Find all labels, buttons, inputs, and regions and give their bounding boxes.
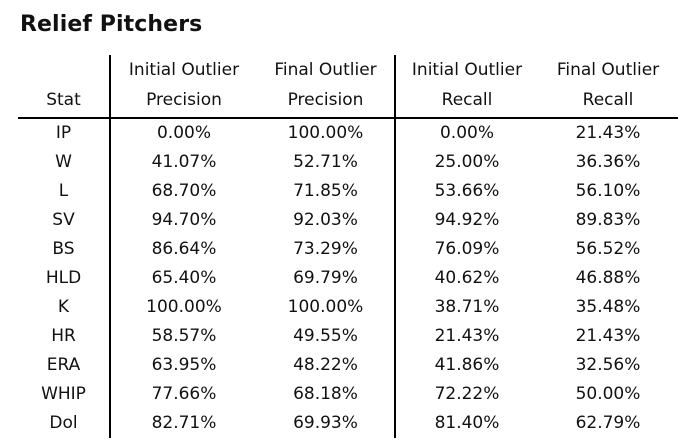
cell-final-recall: 21.43% — [538, 117, 678, 148]
cell-final-recall: 35.48% — [575, 297, 641, 317]
header-initial-precision-line1: Initial Outlier — [128, 60, 240, 80]
cell-final-precision: 52.71% — [257, 148, 396, 177]
cell-initial-precision: 86.64% — [151, 239, 217, 259]
header-stat: Stat — [18, 85, 111, 118]
cell-initial-precision: 65.40% — [151, 268, 217, 288]
header-row-2: Stat Precision Precision Recall Recall — [18, 85, 678, 118]
cell-initial-precision: 0.00% — [110, 117, 257, 148]
cell-final-precision: 69.79% — [257, 264, 396, 293]
cell-initial-precision: 41.07% — [151, 152, 217, 172]
cell-final-recall: 56.10% — [575, 181, 641, 201]
cell-stat: Dol — [18, 409, 111, 438]
cell-initial-precision: 94.70% — [151, 210, 217, 230]
header-initial-recall-line1: Initial Outlier — [411, 60, 523, 80]
cell-stat: WHIP — [18, 380, 111, 409]
table-header: Initial Outlier Final Outlier Initial Ou… — [18, 55, 678, 118]
cell-initial-recall: 94.92% — [434, 210, 500, 230]
cell-initial-recall: 21.43% — [434, 326, 500, 346]
cell-initial-recall: 40.62% — [434, 268, 500, 288]
table-row: Dol 82.71% 69.93% 81.40% 62.79% — [18, 409, 678, 438]
cell-final-precision: 68.18% — [257, 380, 396, 409]
cell-final-precision: 49.55% — [257, 322, 396, 351]
cell-stat: HR — [18, 322, 111, 351]
cell-final-precision: 71.85% — [257, 177, 396, 206]
cell-final-precision: 73.29% — [257, 235, 396, 264]
cell-final-precision: 92.03% — [257, 206, 396, 235]
cell-stat: K — [18, 293, 111, 322]
cell-initial-recall: 81.40% — [434, 413, 500, 433]
cell-stat: L — [18, 177, 111, 206]
cell-final-recall: 89.83% — [575, 210, 641, 230]
header-final-precision-line2: Precision — [257, 85, 396, 118]
cell-initial-precision: 82.71% — [151, 413, 217, 433]
cell-final-recall: 32.56% — [575, 355, 641, 375]
table-row: W 41.07% 52.71% 25.00% 36.36% — [18, 148, 678, 177]
cell-initial-recall: 53.66% — [434, 181, 500, 201]
cell-initial-recall: 72.22% — [434, 384, 500, 404]
cell-final-recall: 21.43% — [575, 326, 641, 346]
header-initial-precision-line2: Precision — [146, 90, 222, 110]
table-row: WHIP 77.66% 68.18% 72.22% 50.00% — [18, 380, 678, 409]
cell-initial-recall: 0.00% — [395, 117, 538, 148]
cell-stat: ERA — [18, 351, 111, 380]
table-row: SV 94.70% 92.03% 94.92% 89.83% — [18, 206, 678, 235]
header-final-precision-line1: Final Outlier — [257, 55, 396, 85]
cell-final-precision: 100.00% — [257, 117, 396, 148]
cell-stat: SV — [18, 206, 111, 235]
cell-final-recall: 62.79% — [575, 413, 641, 433]
cell-initial-precision: 77.66% — [151, 384, 217, 404]
cell-initial-recall: 25.00% — [434, 152, 500, 172]
header-initial-recall-line2: Recall — [441, 90, 493, 110]
cell-final-precision: 69.93% — [257, 409, 396, 438]
cell-stat: BS — [18, 235, 111, 264]
table-row: HLD 65.40% 69.79% 40.62% 46.88% — [18, 264, 678, 293]
cell-final-precision: 100.00% — [257, 293, 396, 322]
cell-stat: W — [18, 148, 111, 177]
table-row: L 68.70% 71.85% 53.66% 56.10% — [18, 177, 678, 206]
relief-pitchers-table: Initial Outlier Final Outlier Initial Ou… — [18, 55, 678, 438]
cell-final-recall: 50.00% — [575, 384, 641, 404]
cell-initial-recall: 41.86% — [434, 355, 500, 375]
header-final-recall-line1: Final Outlier — [556, 60, 660, 80]
table-row: ERA 63.95% 48.22% 41.86% 32.56% — [18, 351, 678, 380]
header-final-recall-line2: Recall — [582, 90, 634, 110]
cell-initial-recall: 76.09% — [434, 239, 500, 259]
cell-final-recall: 56.52% — [575, 239, 641, 259]
cell-stat: IP — [18, 117, 111, 148]
table-row: K 100.00% 100.00% 38.71% 35.48% — [18, 293, 678, 322]
cell-initial-recall: 38.71% — [434, 297, 500, 317]
cell-initial-precision: 63.95% — [151, 355, 217, 375]
cell-final-precision: 48.22% — [257, 351, 396, 380]
cell-final-recall: 36.36% — [575, 152, 641, 172]
cell-initial-precision: 58.57% — [151, 326, 217, 346]
cell-stat: HLD — [18, 264, 111, 293]
cell-initial-precision: 68.70% — [151, 181, 217, 201]
cell-final-recall: 46.88% — [575, 268, 641, 288]
table-title: Relief Pitchers — [20, 12, 203, 37]
header-row-1: Initial Outlier Final Outlier Initial Ou… — [18, 55, 678, 85]
table-row: BS 86.64% 73.29% 76.09% 56.52% — [18, 235, 678, 264]
header-stat-top — [18, 55, 111, 85]
table-body: IP 0.00% 100.00% 0.00% 21.43% W 41.07% 5… — [18, 117, 678, 438]
cell-initial-precision: 100.00% — [146, 297, 222, 317]
table-row: HR 58.57% 49.55% 21.43% 21.43% — [18, 322, 678, 351]
table-row: IP 0.00% 100.00% 0.00% 21.43% — [18, 117, 678, 148]
